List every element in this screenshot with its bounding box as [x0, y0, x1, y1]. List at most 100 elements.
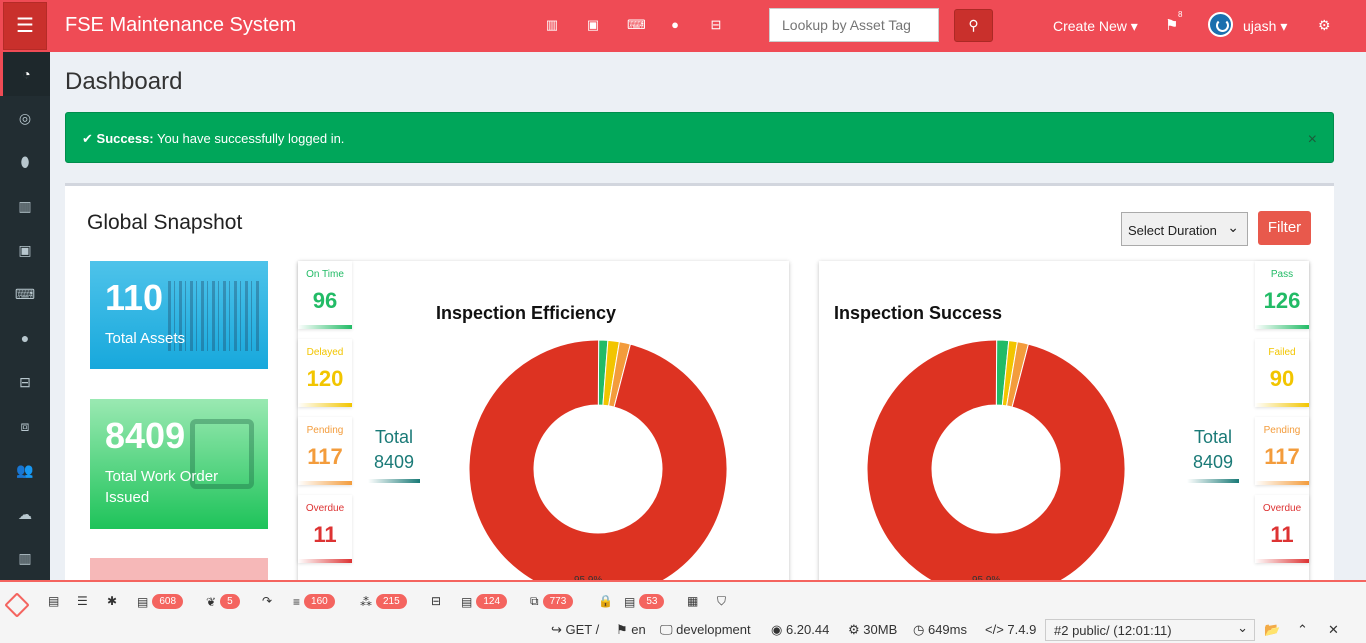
create-new-dropdown[interactable]: Create New ▾ — [1053, 18, 1138, 34]
user-avatar[interactable] — [1208, 12, 1233, 37]
close-icon[interactable]: ✕ — [1328, 622, 1339, 637]
slice-overdue[interactable] — [468, 339, 728, 584]
stat-delayed: Delayed 120 — [298, 339, 352, 407]
tags-icon: ⛉ — [717, 594, 727, 608]
sidebar-item-reports[interactable]: ▥ — [0, 536, 50, 580]
debugbar-meta: ↪ GET / ⚑ en 🖵 development ◉ 6.20.44 ⚙ 3… — [0, 618, 1366, 643]
debug-tab-route[interactable]: ❦ 5 — [206, 594, 240, 609]
sidebar-item-dashboard[interactable]: ◔ — [0, 52, 50, 96]
check-icon: ✔ — [82, 131, 93, 146]
debug-tab-redirect[interactable]: ↷ — [262, 594, 272, 608]
request-method[interactable]: ↪ GET / — [551, 622, 600, 637]
debug-tab-mails[interactable]: ⊟ — [431, 594, 441, 608]
sidebar-item-import[interactable]: ☁ — [0, 492, 50, 536]
request-time: ◷ 649ms — [913, 622, 967, 637]
stat-value: 117 — [307, 444, 343, 469]
keyboard-icon[interactable]: ⌨ — [627, 17, 646, 32]
debug-tab-views[interactable]: ▤ 608 — [137, 594, 184, 609]
hdd-icon: ⊟ — [19, 373, 31, 390]
pill-icon: ⬮ — [20, 153, 30, 170]
stat-pending: Pending 117 — [1255, 417, 1309, 485]
memory-usage: ⚙ 30MB — [848, 622, 898, 637]
user-menu-dropdown[interactable]: ujash ▾ — [1243, 18, 1288, 34]
sidebar-item-objects[interactable]: ⧈ — [0, 404, 50, 448]
minimize-icon[interactable]: ⌃ — [1297, 622, 1308, 637]
search-button[interactable]: ⚲ — [954, 9, 993, 42]
open-folder-icon[interactable]: 📂 — [1264, 622, 1281, 637]
settings-cogs-icon[interactable]: ⚙ — [1318, 17, 1331, 33]
duration-select[interactable]: Select Duration — [1121, 212, 1248, 246]
box-title: Global Snapshot — [87, 211, 243, 234]
debug-tab-tags[interactable]: ⛉ — [717, 594, 726, 609]
sidebar-item-save[interactable]: ▣ — [0, 228, 50, 272]
stat-bar — [1255, 559, 1309, 563]
debug-tab-exceptions[interactable]: ✱ — [107, 594, 117, 608]
stat-value: 126 — [1263, 288, 1301, 313]
tasks-icon: ☰ — [77, 594, 88, 608]
stat-label: Overdue — [1262, 503, 1302, 514]
debug-tab-models[interactable]: ⁂ 215 — [360, 594, 407, 609]
sidebar-item-drops[interactable]: ● — [0, 316, 50, 360]
debug-tab-session[interactable]: ▤ 53 — [624, 594, 665, 609]
sidebar-toggle-button[interactable]: ☰ — [3, 2, 47, 50]
inspection-efficiency-card: On Time 96 Delayed 120 Pending 117 Overd… — [298, 261, 789, 591]
debug-tab-cache[interactable]: ⧉ 773 — [530, 594, 574, 609]
debug-tab-archive[interactable]: ▦ — [687, 594, 698, 608]
filter-button[interactable]: Filter — [1258, 211, 1311, 245]
views-icon: ▤ — [137, 594, 149, 609]
stat-label: Pending — [1263, 425, 1301, 436]
debug-tab-auth[interactable]: 🔒 — [598, 594, 613, 608]
app-brand[interactable]: FSE Maintenance System — [65, 14, 297, 36]
total-assets-tile[interactable]: 110 Total Assets — [90, 261, 268, 369]
cubes-icon: ⁂ — [360, 594, 372, 609]
stat-value: 11 — [313, 522, 337, 547]
leaf-icon: ❦ — [206, 594, 217, 609]
method-text: GET — [565, 622, 593, 637]
drop-icon[interactable]: ● — [671, 17, 679, 32]
save-icon[interactable]: ▣ — [586, 17, 600, 32]
total-assets-value: 110 — [105, 277, 164, 318]
slice-overdue[interactable] — [866, 339, 1126, 584]
debug-tab-messages[interactable]: ▤ — [48, 594, 59, 608]
total-work-order-tile[interactable]: 8409 Total Work Order Issued — [90, 399, 268, 529]
stat-bar — [298, 559, 352, 563]
sidebar-item-assets[interactable]: ▥ — [0, 184, 50, 228]
users-icon: 👥 — [16, 461, 34, 478]
asset-tag-search-input[interactable] — [769, 8, 939, 42]
request-select[interactable]: #2 public/ (12:01:11) — [1045, 619, 1255, 641]
barcode-icon: ▥ — [18, 549, 32, 566]
stat-label: Failed — [1268, 347, 1296, 358]
toolbar-icons: ▥ ▣ ⌨ ● ⊟ — [545, 17, 723, 33]
notifications-flag-icon[interactable]: ⚑ — [1165, 17, 1179, 34]
barcode-icon[interactable]: ▥ — [545, 17, 559, 32]
alert-close-button[interactable]: × — [1307, 131, 1317, 148]
keyboard-icon: ⌨ — [14, 285, 36, 302]
inbox-icon: ⊟ — [431, 594, 442, 608]
total-work-order-label: Total Work Order Issued — [105, 468, 219, 506]
sidebar: ◔ ◎ ⬮ ▥ ▣ ⌨ ● ⊟ ⧈ 👥 ☁ ▥ — [0, 52, 50, 580]
stat-overdue: Overdue 11 — [1255, 495, 1309, 563]
debug-tab-gate[interactable]: ▤ 124 — [461, 594, 508, 609]
inspection-efficiency-donut — [468, 339, 728, 584]
debugbar-tabs: ▤ ☰ ✱ ▤ 608 ❦ 5 ↷ ≡ 160 ⁂ 215 ⊟ ▤ 124 ⧉ 773 🔒 … — [0, 590, 1366, 620]
debug-tab-queries[interactable]: ≡ 160 — [293, 594, 335, 609]
copy-icon: ⧉ — [530, 594, 539, 608]
sidebar-item-consumables[interactable]: ⬮ — [0, 140, 50, 184]
php-version: </> 7.4.9 — [985, 622, 1037, 637]
hdd-icon[interactable]: ⊟ — [710, 17, 722, 32]
stat-pending: Pending 117 — [298, 417, 352, 485]
inspection-success-donut — [866, 339, 1126, 584]
sidebar-item-users[interactable]: 👥 — [0, 448, 50, 492]
stat-overdue: Overdue 11 — [298, 495, 352, 563]
total-assets-label: Total Assets — [105, 330, 186, 347]
stat-bar — [298, 481, 352, 485]
save-icon: ▣ — [18, 241, 32, 258]
badge: 53 — [639, 594, 665, 609]
sidebar-item-accessories[interactable]: ⌨ — [0, 272, 50, 316]
debug-tab-timeline[interactable]: ☰ — [77, 594, 88, 608]
stat-bar — [298, 325, 352, 329]
search-icon: ⚲ — [968, 17, 979, 33]
sidebar-item-support[interactable]: ◎ — [0, 96, 50, 140]
sidebar-item-components[interactable]: ⊟ — [0, 360, 50, 404]
stat-on-time: On Time 96 — [298, 261, 352, 329]
